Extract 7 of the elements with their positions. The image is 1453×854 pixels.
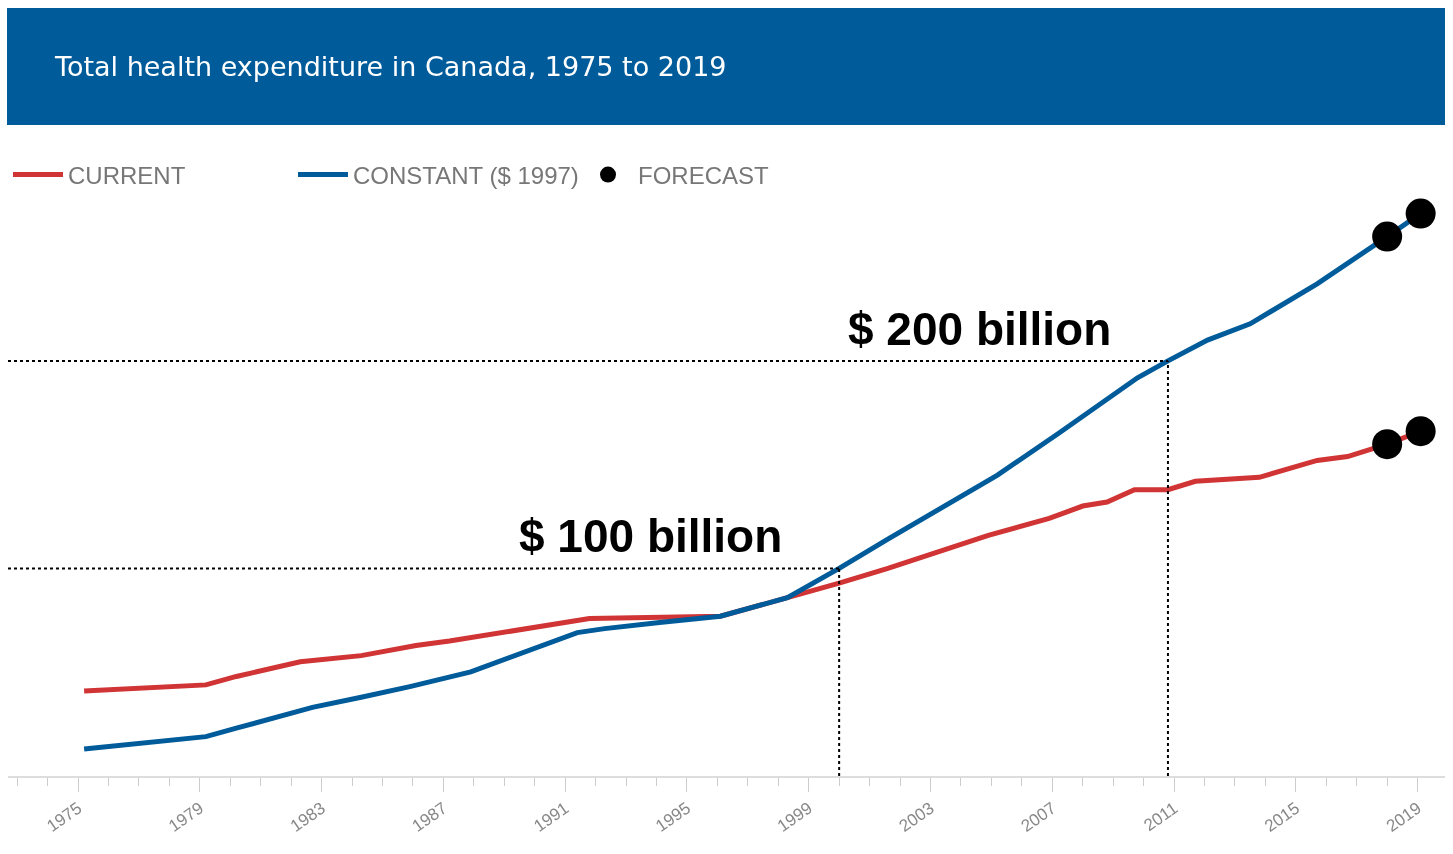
x-tick-label: 2011 [1140,798,1182,836]
legend-label: FORECAST [638,161,770,189]
legend-label: CONSTANT ($ 1997) [353,161,579,189]
ref-line-label: $ 200 billion [848,303,1112,355]
ref-line-label: $ 100 billion [519,510,783,562]
legend-label: CURRENT [68,161,186,189]
chart-title: Total health expenditure in Canada, 1975 to 2019 [54,51,727,83]
